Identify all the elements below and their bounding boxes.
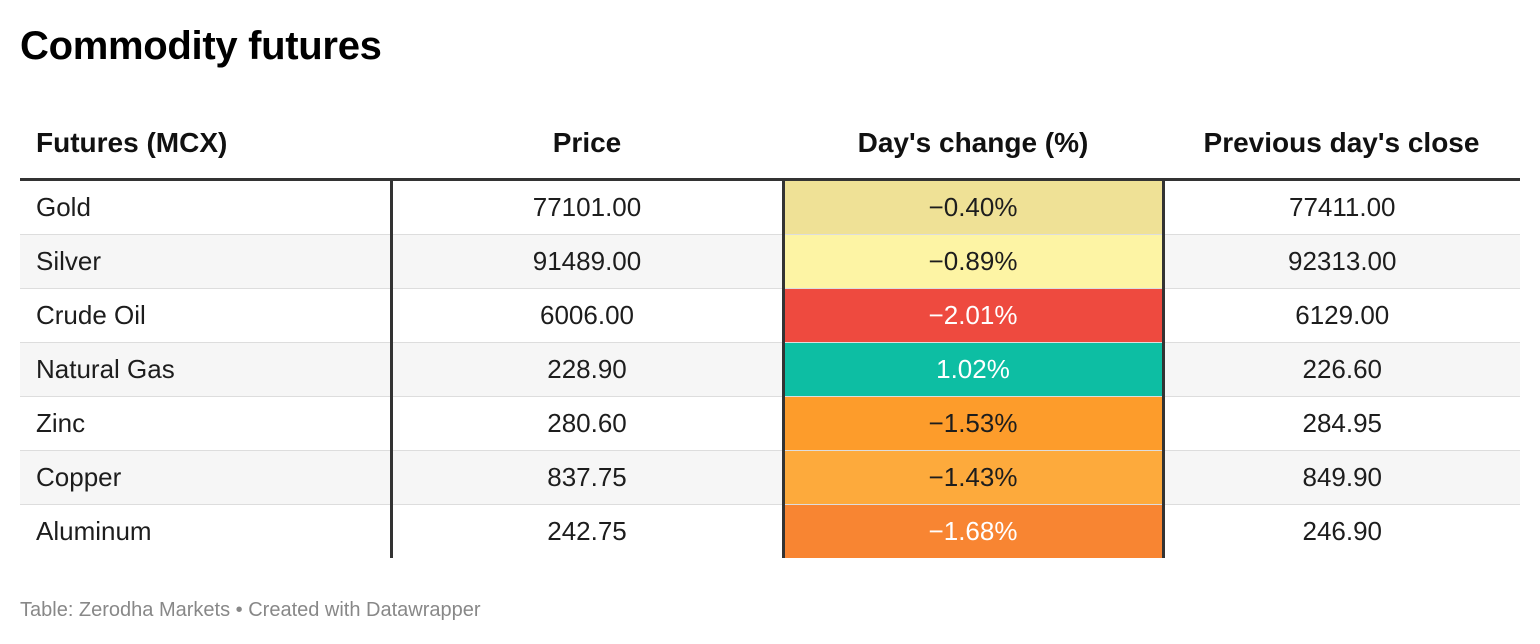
cell-commodity-name: Copper	[20, 450, 393, 505]
cell-price: 280.60	[391, 396, 785, 451]
cell-commodity-name: Silver	[20, 234, 393, 289]
cell-previous-close: 849.90	[1163, 450, 1520, 505]
commodity-table: Futures (MCX) Price Day's change (%) Pre…	[20, 108, 1520, 558]
cell-previous-close: 284.95	[1163, 396, 1520, 451]
cell-price: 6006.00	[391, 288, 785, 343]
cell-commodity-name: Aluminum	[20, 504, 393, 558]
column-header-futures[interactable]: Futures (MCX)	[20, 108, 391, 181]
cell-previous-close: 246.90	[1302, 516, 1383, 546]
cell-commodity-name: Crude Oil	[20, 288, 393, 343]
cell-commodity-name: Zinc	[20, 396, 393, 451]
table-row: Aluminum 242.75 −1.68% 246.90	[20, 504, 1520, 558]
cell-commodity-name: Gold	[20, 179, 393, 235]
table-row: Silver 91489.00 −0.89% 92313.00	[20, 234, 1520, 289]
cell-previous-close: 226.60	[1163, 342, 1520, 397]
column-header-price[interactable]: Price	[391, 108, 783, 181]
table-row: Copper 837.75 −1.43% 849.90	[20, 450, 1520, 505]
cell-price: 242.75	[391, 504, 785, 558]
cell-day-change: −2.01%	[783, 288, 1165, 343]
cell-day-change: −1.43%	[783, 450, 1165, 505]
cell-price: 77101.00	[391, 179, 785, 235]
cell-day-change: −0.40%	[783, 179, 1165, 235]
header-row: Futures (MCX) Price Day's change (%) Pre…	[20, 108, 1520, 181]
table-row: Natural Gas 228.90 1.02% 226.60	[20, 342, 1520, 397]
cell-day-change: −1.53%	[783, 396, 1165, 451]
source-footer: Table: Zerodha Markets • Created with Da…	[20, 599, 481, 621]
cell-commodity-name: Natural Gas	[20, 342, 393, 397]
chart-title: Commodity futures	[20, 24, 382, 68]
cell-price: 837.75	[391, 450, 785, 505]
cell-day-change: 1.02%	[783, 342, 1165, 397]
cell-previous-close: 77411.00	[1163, 179, 1520, 235]
column-header-prev-close[interactable]: Previous day's close	[1163, 108, 1520, 181]
cell-previous-close: 92313.00	[1163, 234, 1520, 289]
table-body: Gold 77101.00 −0.40% 77411.00 Silver 91489.00…	[20, 179, 1520, 558]
table-row: Zinc 280.60 −1.53% 284.95	[20, 396, 1520, 451]
cell-price: 91489.00	[391, 234, 785, 289]
table-row: Crude Oil 6006.00 −2.01% 6129.00	[20, 288, 1520, 343]
cell-day-change: −0.89%	[783, 234, 1165, 289]
cell-previous-close: 6129.00	[1163, 288, 1520, 343]
table-row: Gold 77101.00 −0.40% 77411.00	[20, 179, 1520, 235]
column-header-change[interactable]: Day's change (%)	[783, 108, 1163, 181]
cell-price: 228.90	[391, 342, 785, 397]
cell-day-change: −1.68%	[783, 504, 1165, 558]
